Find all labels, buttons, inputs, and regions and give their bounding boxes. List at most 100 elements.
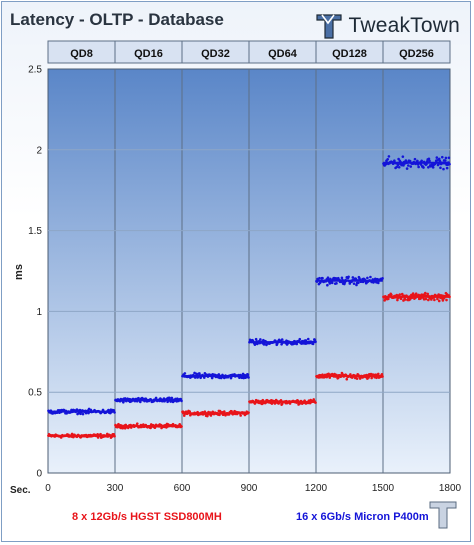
data-point [295,342,299,346]
data-point [445,166,449,170]
data-point [381,277,384,280]
data-point [435,156,439,159]
data-point [440,155,444,159]
x-tick-label: 1200 [305,483,328,494]
data-point [356,281,360,285]
data-point [436,158,439,162]
data-point [402,164,405,167]
data-point [416,159,419,163]
tweaktown-logo: TweakTown [314,8,460,44]
points-layer [47,155,451,439]
data-point [405,167,409,170]
data-point [222,410,226,413]
x-tick-label: 300 [107,483,124,494]
data-point [154,396,158,400]
data-point [340,276,344,280]
queue-depth-label: QD64 [268,48,298,60]
data-point [183,372,187,375]
x-tick-label: 600 [174,483,191,494]
brand-corner-logo [429,501,457,529]
queue-depth-label: QD8 [70,48,93,60]
data-point [401,155,405,158]
data-point [229,376,233,380]
data-point [298,337,302,341]
data-point [386,157,389,161]
y-tick-label: 2.5 [28,65,42,76]
y-tick-label: 0 [36,469,42,480]
data-point [79,412,82,416]
data-point [329,277,332,281]
data-point [386,297,390,301]
data-point [417,165,420,169]
data-point [328,282,332,285]
data-point [447,156,451,160]
data-point [265,343,268,347]
data-point [366,276,369,280]
data-point [419,163,423,166]
axis-layer: 0 300 600 900 1200 1500 1800 0 0.5 1 1.5 2 2.5 [28,65,461,495]
data-point [439,166,442,170]
data-point [395,165,399,169]
data-point [335,282,338,285]
data-point [442,167,445,171]
data-point [441,299,445,302]
data-point [280,402,284,406]
data-point [407,164,410,167]
data-point [351,276,355,279]
x-tick-label: 0 [45,483,51,494]
data-point [427,165,430,169]
data-point [408,297,412,301]
data-point [347,275,350,279]
legend-entry-micron: 16 x 6Gb/s Micron P400m [296,511,429,523]
data-point [383,299,386,302]
chart-title: Latency - OLTP - Database [10,10,224,29]
data-point [431,166,435,169]
data-point [408,159,412,163]
data-point [437,157,441,161]
data-point [427,298,430,302]
tweaktown-logo-icon [316,14,343,39]
top-category-layer: QD8 QD16 QD32 QD64 QD128 QD256 [70,48,434,60]
series-1 [47,155,451,416]
data-point [241,372,245,376]
data-point [377,281,380,285]
data-point [436,297,439,301]
data-point [369,275,372,279]
data-point [352,282,356,285]
data-point [345,377,349,381]
x-axis-label: Sec. [10,485,31,496]
data-point [411,292,415,295]
data-point [426,292,430,296]
data-point [414,292,418,296]
x-tick-label: 900 [241,483,258,494]
data-point [424,297,428,301]
data-point [427,157,431,161]
data-point [422,166,425,169]
data-point [438,159,442,163]
data-point [198,372,201,375]
data-point [318,276,321,280]
data-point [182,414,186,417]
data-point [377,372,380,376]
data-point [188,410,192,413]
data-point [311,342,315,346]
data-point [321,276,324,280]
data-point [135,422,139,425]
queue-depth-label: QD16 [134,48,163,60]
data-point [413,157,417,161]
data-point [206,414,209,418]
data-point [280,338,284,341]
data-point [170,396,174,400]
data-point [423,291,427,295]
data-point [437,299,441,303]
data-point [259,338,262,341]
queue-depth-label: QD32 [201,48,230,60]
data-point [81,412,85,416]
data-point [239,414,242,417]
data-point [326,276,330,279]
data-point [445,298,448,302]
data-point [444,159,447,162]
data-point [354,277,358,281]
y-tick-label: 1.5 [28,226,42,237]
data-point [137,396,140,400]
